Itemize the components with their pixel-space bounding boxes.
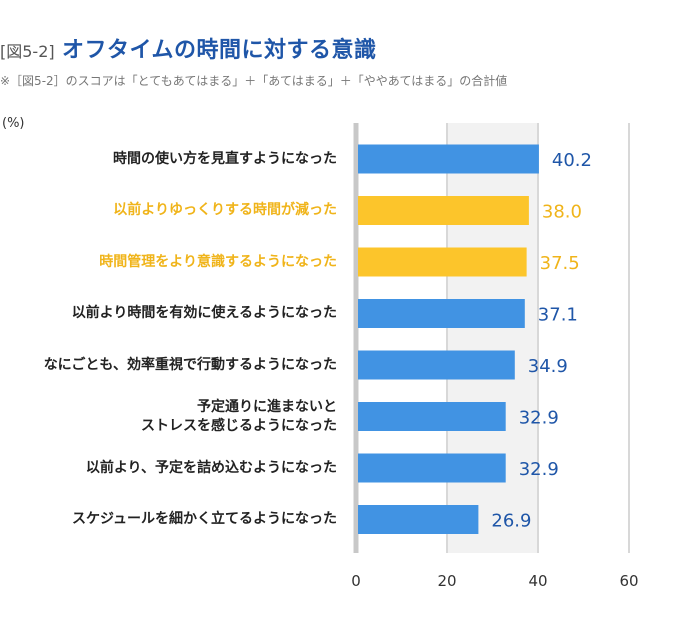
x-tick-label: 0 [351,572,361,590]
category-label: 時間の使い方を見直すようになった [113,150,337,167]
category-label: なにごとも、効率重視で行動するようになった [43,356,337,373]
category-label: 以前より、予定を詰め込むようになった [85,459,337,476]
data-label: 37.1 [538,305,578,326]
bar [358,402,506,431]
x-tick-label: 60 [619,572,638,590]
data-label: 40.2 [552,150,592,171]
category-label: スケジュールを細かく立てるようになった [71,511,337,527]
category-label: 時間管理をより意識するようになった [99,253,337,270]
data-label: 32.9 [519,459,559,480]
plot-band [447,123,538,553]
figure-number: [図5-2] [0,42,55,61]
chart-note: ※［図5-2］のスコアは「とてもあてはまる」＋「あてはまる」＋「ややあてはまる」… [0,74,508,88]
category-label: 予定通りに進まないと ストレスを感じるようになった [141,398,337,434]
bar [358,144,539,174]
bar [358,350,515,380]
unit-label: (%) [2,116,25,131]
data-label: 32.9 [519,408,559,429]
data-label: 38.0 [542,202,582,223]
chart-title: オフタイムの時間に対する意識 [62,38,377,63]
bar [358,505,479,534]
bar [358,247,527,277]
category-label: 以前よりゆっくりする時間が減った [113,202,337,218]
data-label: 26.9 [491,511,531,532]
bar [358,299,525,328]
bar [358,453,506,483]
category-label: 以前より時間を有効に使えるようになった [71,305,337,321]
data-label: 37.5 [540,253,580,274]
x-tick-label: 20 [437,572,456,590]
data-label: 34.9 [528,356,568,377]
bar [358,196,529,225]
x-tick-label: 40 [528,572,547,590]
